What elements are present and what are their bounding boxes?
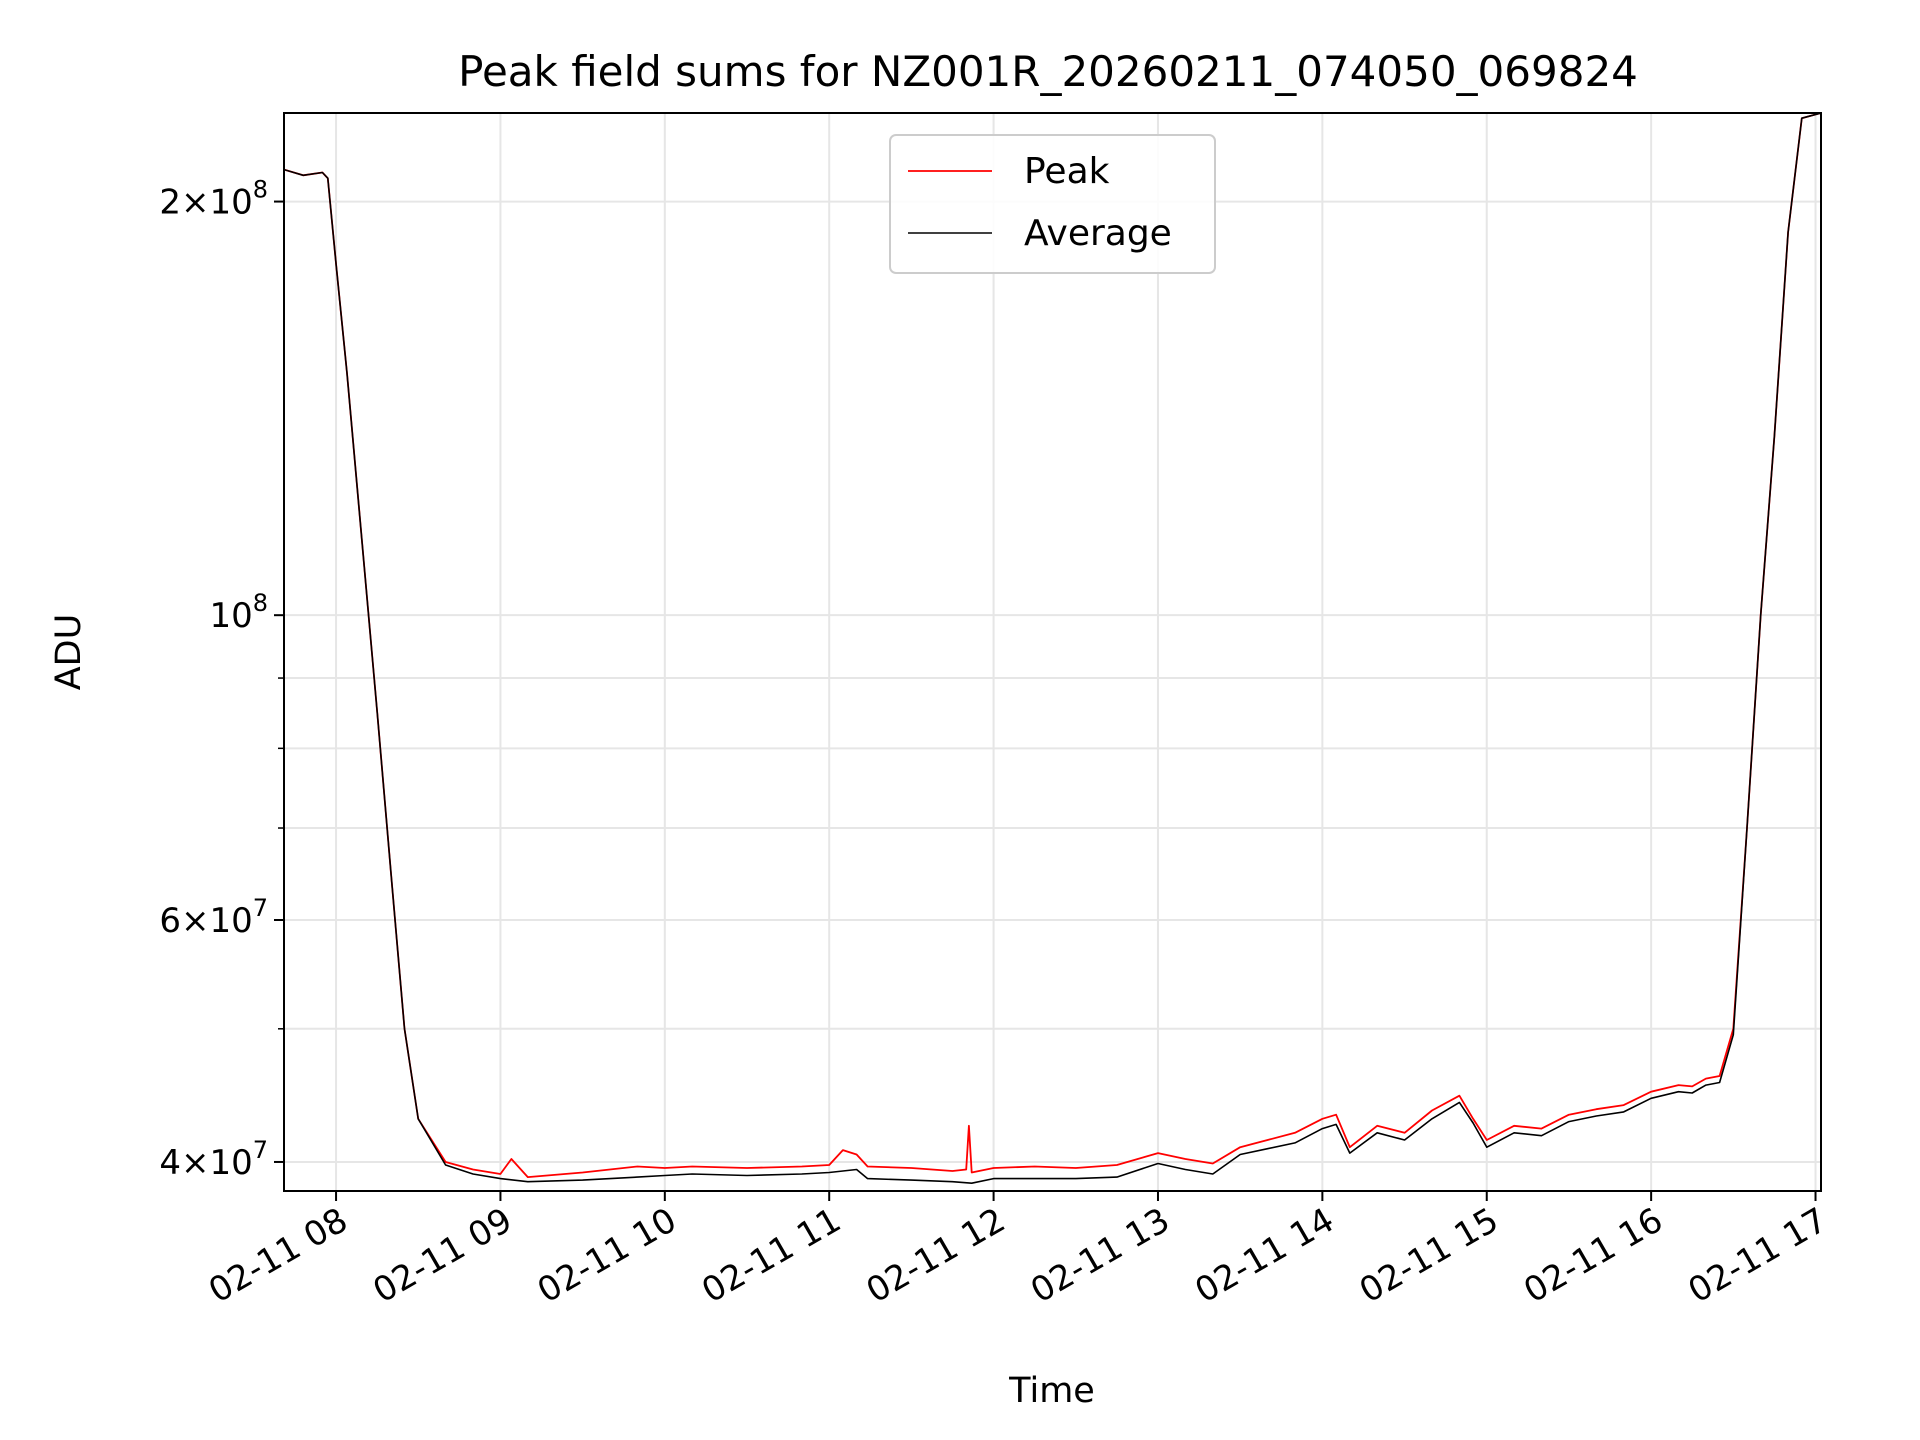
grid (284, 113, 1821, 1191)
legend: Peak Average (889, 134, 1216, 274)
y-tick-label: 6×107 (159, 894, 268, 941)
series-line-peak (284, 113, 1821, 1178)
y-axis: 4×107 6×107 108 2×108 (159, 176, 284, 1183)
legend-box (889, 134, 1216, 274)
legend-label-average: Average (1024, 213, 1172, 254)
y-axis-label: ADU (49, 614, 89, 691)
plot-area (284, 113, 1821, 1184)
legend-label-peak: Peak (1024, 151, 1110, 192)
plot-frame (283, 112, 1822, 1192)
y-tick-label: 2×108 (159, 176, 268, 223)
series-line-average (284, 113, 1821, 1184)
y-tick-label: 4×107 (159, 1136, 268, 1183)
y-tick-label: 108 (209, 589, 268, 636)
x-axis-label: Time (1008, 1371, 1095, 1411)
chart-title: Peak field sums for NZ001R_20260211_0740… (458, 47, 1638, 96)
